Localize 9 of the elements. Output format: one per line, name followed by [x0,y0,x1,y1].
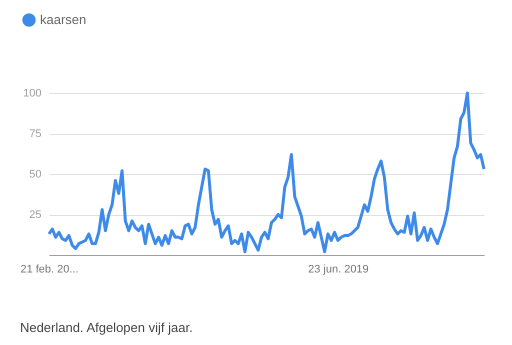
legend-label: kaarsen [40,12,86,27]
y-tick-label: 100 [23,88,42,100]
x-tick-label: 21 feb. 20... [20,264,79,276]
y-tick-label: 25 [29,209,42,221]
line-series [48,92,486,254]
y-tick-label: 50 [29,168,42,180]
text: Nederland. Afgelopen vijf jaar. [20,320,193,335]
x-tick-label: 23 jun. 2019 [308,264,369,276]
y-tick-label: 75 [29,128,42,140]
